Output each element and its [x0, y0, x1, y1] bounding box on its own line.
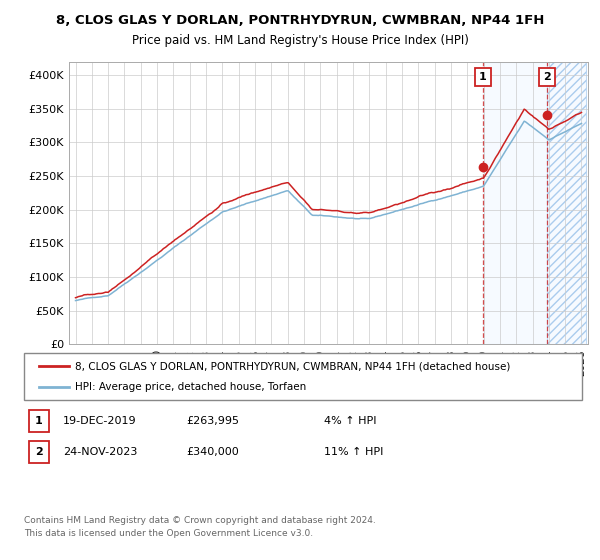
Text: 11% ↑ HPI: 11% ↑ HPI — [324, 447, 383, 457]
Text: 2: 2 — [544, 72, 551, 82]
Text: Contains HM Land Registry data © Crown copyright and database right 2024.
This d: Contains HM Land Registry data © Crown c… — [24, 516, 376, 538]
Text: 2: 2 — [35, 447, 43, 457]
Text: £340,000: £340,000 — [186, 447, 239, 457]
Bar — [547, 62, 586, 344]
Text: 1: 1 — [35, 416, 43, 426]
Text: 19-DEC-2019: 19-DEC-2019 — [63, 416, 137, 426]
Text: 8, CLOS GLAS Y DORLAN, PONTRHYDYRUN, CWMBRAN, NP44 1FH (detached house): 8, CLOS GLAS Y DORLAN, PONTRHYDYRUN, CWM… — [75, 361, 511, 371]
Text: 1: 1 — [479, 72, 487, 82]
Text: 24-NOV-2023: 24-NOV-2023 — [63, 447, 137, 457]
Text: Price paid vs. HM Land Registry's House Price Index (HPI): Price paid vs. HM Land Registry's House … — [131, 34, 469, 46]
Text: 8, CLOS GLAS Y DORLAN, PONTRHYDYRUN, CWMBRAN, NP44 1FH: 8, CLOS GLAS Y DORLAN, PONTRHYDYRUN, CWM… — [56, 14, 544, 27]
Text: £263,995: £263,995 — [186, 416, 239, 426]
Text: HPI: Average price, detached house, Torfaen: HPI: Average price, detached house, Torf… — [75, 382, 306, 392]
Bar — [547, 62, 586, 344]
Text: 4% ↑ HPI: 4% ↑ HPI — [324, 416, 377, 426]
Bar — [483, 62, 547, 344]
